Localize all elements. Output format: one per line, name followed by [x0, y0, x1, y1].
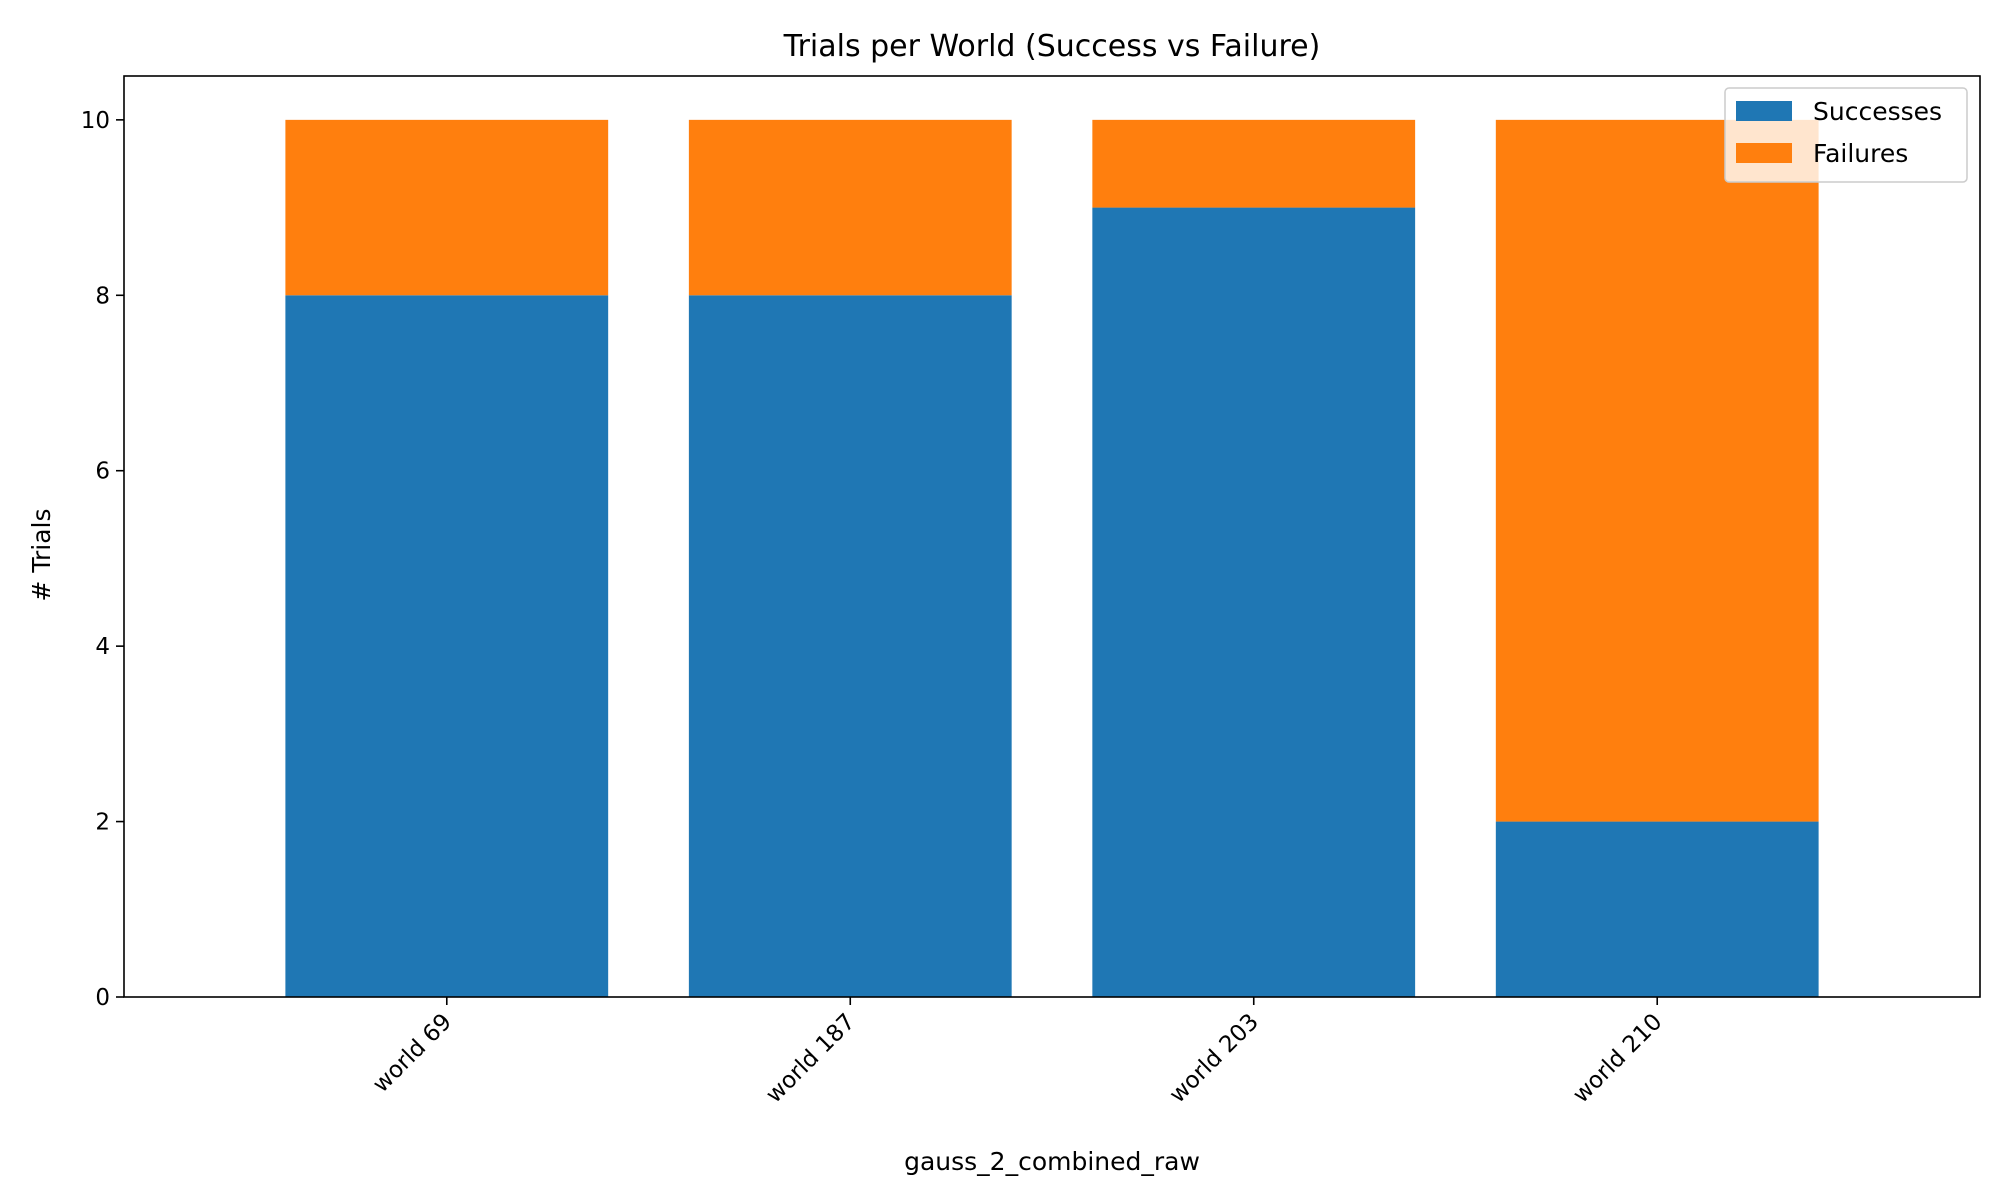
bar-successes-world-187	[688, 295, 1012, 997]
y-axis: 0 2 4 6 8 10	[81, 108, 124, 1011]
y-tick-label: 8	[95, 283, 110, 309]
x-axis-label: gauss_2_combined_raw	[904, 1147, 1200, 1176]
bar-failures-world-210	[1495, 119, 1819, 822]
y-tick-label: 2	[95, 810, 110, 836]
y-tick-label: 0	[95, 985, 110, 1011]
bars-group	[285, 119, 1819, 998]
legend: Successes Failures	[1724, 87, 1968, 183]
bar-successes-world-69	[285, 295, 609, 997]
bar-successes-world-210	[1495, 821, 1819, 997]
bar-failures-world-69	[285, 119, 609, 296]
legend-swatch-successes	[1736, 101, 1792, 121]
y-axis-label: # Trials	[27, 508, 56, 601]
chart-title: Trials per World (Success vs Failure)	[783, 29, 1321, 64]
y-tick-label: 4	[95, 634, 110, 660]
bar-successes-world-203	[1092, 207, 1416, 998]
bar-failures-world-203	[1092, 119, 1416, 208]
legend-label-successes: Successes	[1813, 97, 1942, 126]
legend-label-failures: Failures	[1813, 139, 1908, 168]
plot-frame	[123, 75, 1981, 998]
bar-failures-world-187	[688, 119, 1012, 296]
y-tick-label: 10	[81, 108, 110, 134]
legend-swatch-failures	[1736, 143, 1792, 163]
y-tick-label: 6	[95, 459, 110, 485]
